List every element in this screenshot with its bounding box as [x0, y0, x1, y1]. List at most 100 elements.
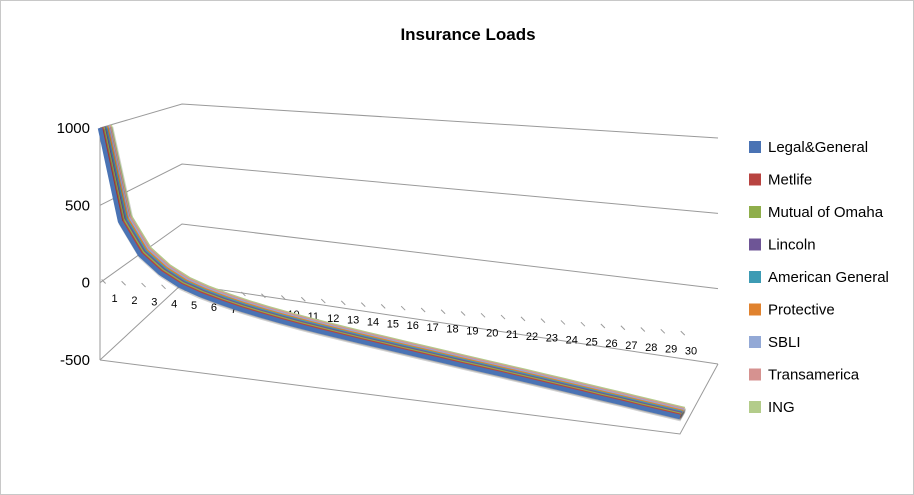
x-tick-mark [540, 318, 546, 323]
series-shadow [101, 128, 683, 420]
x-tick-mark [580, 321, 586, 327]
x-tick-label: 26 [605, 338, 617, 350]
x-tick-mark [141, 282, 146, 288]
series-line-sbli [105, 125, 684, 414]
x-tick-label: 27 [625, 340, 637, 352]
series-shadow [107, 126, 686, 415]
y-tick-label: 500 [65, 197, 90, 214]
x-tick-label: 28 [645, 342, 657, 354]
x-tick-label: 18 [446, 324, 458, 336]
gridline-0 [99, 223, 719, 290]
x-tick-label: 30 [685, 345, 697, 357]
series-shadow [102, 128, 684, 419]
x-tick-label: 13 [347, 315, 359, 327]
x-tick-label: 1 [111, 293, 117, 305]
series-line-american-general [102, 126, 683, 416]
x-tick-mark [101, 279, 106, 284]
legend-swatch [749, 238, 761, 251]
series-line-protective [104, 125, 684, 415]
x-tick-mark [480, 312, 486, 318]
x-tick-label: 3 [151, 297, 157, 309]
grid-layer [99, 103, 719, 435]
series-shadow [98, 129, 682, 422]
x-tick-label: 16 [407, 320, 419, 332]
x-tick-mark [440, 309, 446, 315]
y-tick-label: -500 [60, 352, 90, 369]
x-tick-label: 7 [231, 304, 237, 316]
x-tick-mark [420, 307, 426, 313]
series-line-lincoln [101, 126, 683, 417]
legend: Legal&General Metlife Mutual of Omaha Linco… [749, 139, 889, 416]
x-tick-mark [360, 302, 366, 307]
x-tick-label: 23 [546, 333, 558, 345]
x-tick-mark [620, 325, 626, 331]
x-tick-mark [300, 296, 306, 302]
series-line-transamerica [106, 125, 685, 413]
x-tick-mark [340, 300, 346, 306]
legend-label: Metlife [768, 172, 812, 189]
series-line-ing [107, 124, 686, 412]
x-tick-label: 19 [466, 325, 478, 337]
x-tick-mark [520, 316, 526, 322]
x-tick-mark [161, 284, 166, 290]
legend-label: SBLI [768, 334, 801, 351]
x-tick-mark [460, 311, 466, 316]
x-tick-label: 25 [586, 336, 598, 348]
legend-label: Mutual of Omaha [768, 204, 884, 221]
legend-swatch [749, 173, 761, 186]
legend-label: American General [768, 269, 889, 286]
y-axis-ticks: 1000 500 0 -500 [57, 120, 90, 369]
x-tick-mark [261, 293, 266, 299]
y-tick-label: 1000 [57, 120, 90, 137]
x-tick-label: 22 [526, 331, 538, 343]
legend-label: Legal&General [768, 139, 868, 156]
x-tick-label: 20 [486, 327, 498, 339]
x-tick-mark [660, 328, 666, 334]
legend-swatch [749, 336, 761, 348]
x-tick-mark [400, 305, 406, 311]
x-tick-label: 24 [566, 335, 578, 347]
legend-swatch [749, 303, 761, 316]
x-tick-label: 11 [308, 311, 319, 323]
x-tick-label: 15 [387, 318, 399, 330]
x-tick-label: 4 [171, 298, 177, 310]
x-tick-mark [560, 320, 566, 325]
x-tick-mark [680, 330, 686, 336]
x-tick-label: 29 [665, 344, 677, 356]
x-tick-mark [640, 327, 646, 332]
legend-swatch [749, 271, 761, 283]
series-line-legal-general [97, 127, 681, 420]
legend-label: ING [768, 399, 795, 416]
x-tick-mark [121, 280, 126, 286]
series-line-metlife [99, 127, 682, 419]
legend-label: Lincoln [768, 237, 816, 254]
x-tick-label: 5 [191, 300, 197, 312]
x-tick-mark [380, 304, 386, 309]
y-tick-label: 0 [82, 275, 90, 292]
x-tick-mark [600, 323, 606, 329]
legend-swatch [749, 401, 761, 413]
legend-label: Protective [768, 302, 835, 319]
chart-title: Insurance Loads [400, 25, 535, 44]
legend-label: Transamerica [768, 367, 860, 384]
floor-edge [99, 359, 719, 435]
x-tick-label: 2 [131, 295, 137, 307]
gridline-1000 [99, 103, 719, 139]
series-shadow [105, 127, 685, 416]
x-tick-mark [281, 295, 286, 300]
x-tick-mark [320, 298, 326, 304]
x-tick-label: 6 [211, 302, 217, 314]
legend-swatch [749, 141, 761, 153]
x-tick-label: 21 [506, 329, 518, 341]
gridline-500 [99, 163, 719, 214]
legend-swatch [749, 206, 761, 218]
legend-swatch [749, 368, 761, 381]
series-shadow [104, 127, 685, 417]
x-tick-label: 14 [367, 316, 379, 328]
x-tick-mark [241, 291, 246, 297]
series-shadow [108, 126, 687, 414]
series-layer [97, 124, 687, 422]
x-tick-label: 12 [327, 313, 339, 325]
